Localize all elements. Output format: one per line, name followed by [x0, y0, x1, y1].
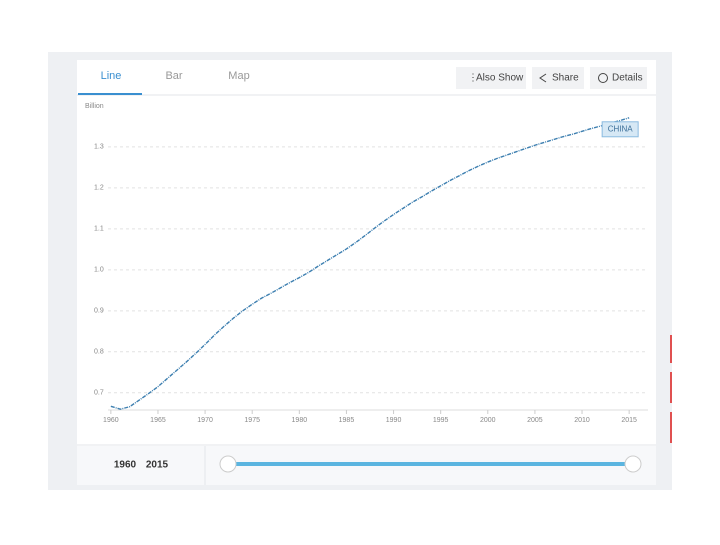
- x-tick-label: 2010: [574, 417, 590, 424]
- button-bg: [532, 67, 584, 89]
- x-tick-label: 1970: [197, 417, 213, 424]
- card: [77, 60, 656, 485]
- tab[interactable]: Map: [228, 70, 249, 82]
- range-start: 1960: [114, 460, 137, 471]
- y-tick-label: 1.1: [94, 226, 104, 233]
- button-label: Share: [552, 73, 579, 84]
- y-tick-label: 0.8: [94, 349, 104, 356]
- slider-handle[interactable]: [219, 455, 237, 473]
- side-mark: [670, 335, 672, 363]
- y-tick-label: 0.9: [94, 308, 104, 315]
- y-tick-label: 1.0: [94, 267, 104, 274]
- y-axis-label: Billion: [85, 103, 104, 110]
- data-line: [110, 117, 630, 410]
- x-tick-label: 2000: [480, 417, 496, 424]
- x-tick-label: 1995: [433, 417, 449, 424]
- button-bg: [456, 67, 526, 89]
- also-show-button[interactable]: ⋮ Also Show: [456, 67, 526, 89]
- button-label: Details: [612, 73, 643, 84]
- y-tick-label: 1.3: [94, 144, 104, 151]
- tab[interactable]: Bar: [165, 70, 182, 82]
- slider-handle[interactable]: [624, 455, 642, 473]
- icon: [539, 73, 547, 83]
- x-tick-label: 1980: [292, 417, 308, 424]
- icon: ⋮: [468, 73, 478, 84]
- slider-track: [228, 462, 633, 466]
- legend-box: [601, 121, 639, 138]
- x-tick-label: 1965: [150, 417, 166, 424]
- x-tick-label: 1985: [339, 417, 355, 424]
- active-tab-indicator: [78, 93, 142, 95]
- button-bg: [590, 67, 647, 89]
- tab[interactable]: Line: [101, 70, 122, 82]
- x-tick-label: 1960: [103, 417, 119, 424]
- y-tick-label: 1.2: [94, 185, 104, 192]
- x-tick-label: 1975: [244, 417, 260, 424]
- range-end: 2015: [146, 460, 169, 471]
- x-tick-label: 2005: [527, 417, 543, 424]
- details-button[interactable]: Details: [590, 67, 647, 89]
- icon: [598, 73, 608, 83]
- y-tick-label: 0.7: [94, 390, 104, 397]
- x-tick-label: 2015: [621, 417, 637, 424]
- tab-bar: Line Bar Map: [78, 70, 250, 95]
- x-tick-label: 1990: [386, 417, 402, 424]
- button-label: Also Show: [476, 73, 524, 84]
- side-mark: [670, 372, 672, 403]
- legend-label: CHINA: [608, 124, 634, 133]
- side-mark: [670, 412, 672, 443]
- share-button[interactable]: Share: [532, 67, 584, 89]
- plot: 0.7 0.8 0.9 1.0 1.1 1.2 1.3 1960 1965 1970 1975 198…: [94, 117, 648, 424]
